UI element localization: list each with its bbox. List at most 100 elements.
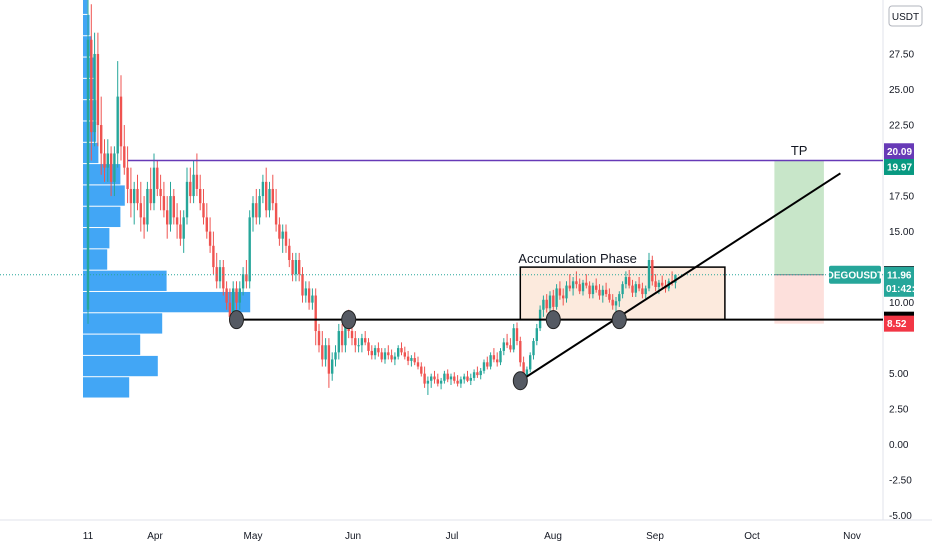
candle[interactable] — [142, 196, 146, 239]
candle[interactable] — [113, 146, 116, 197]
candle[interactable] — [291, 252, 294, 282]
candle[interactable] — [647, 252, 651, 292]
candle[interactable] — [205, 203, 208, 239]
stop-loss-zone[interactable] — [774, 274, 824, 324]
candle[interactable] — [116, 61, 119, 168]
candle[interactable] — [311, 288, 314, 310]
candle[interactable] — [469, 373, 472, 386]
candle[interactable] — [542, 295, 545, 317]
candle[interactable] — [562, 288, 565, 306]
candles[interactable] — [86, 0, 677, 395]
candle[interactable] — [317, 323, 321, 353]
candle[interactable] — [109, 146, 113, 197]
candle[interactable] — [185, 167, 189, 225]
candle[interactable] — [604, 282, 608, 297]
candle[interactable] — [581, 279, 585, 296]
candle[interactable] — [426, 376, 430, 395]
candle[interactable] — [208, 217, 212, 253]
candle[interactable] — [641, 282, 644, 299]
candle[interactable] — [241, 267, 245, 296]
candle[interactable] — [420, 362, 423, 377]
candle[interactable] — [271, 174, 274, 211]
candle[interactable] — [575, 271, 578, 289]
candle[interactable] — [136, 174, 139, 211]
candle[interactable] — [552, 289, 555, 312]
candle[interactable] — [380, 348, 383, 363]
candle[interactable] — [489, 352, 492, 370]
candle[interactable] — [509, 338, 512, 353]
candle[interactable] — [284, 224, 288, 253]
candle[interactable] — [565, 281, 568, 303]
candle[interactable] — [459, 376, 463, 388]
candle[interactable] — [519, 336, 522, 367]
candle[interactable] — [631, 279, 634, 297]
candle[interactable] — [281, 224, 284, 253]
candle[interactable] — [611, 294, 614, 310]
candle[interactable] — [439, 377, 443, 390]
candle[interactable] — [294, 252, 298, 282]
candle[interactable] — [169, 181, 172, 232]
candle[interactable] — [618, 291, 621, 307]
candle[interactable] — [397, 345, 400, 360]
candle[interactable] — [502, 338, 505, 356]
candle[interactable] — [357, 338, 360, 353]
candle[interactable] — [482, 359, 486, 374]
candle[interactable] — [86, 0, 90, 324]
candle[interactable] — [149, 167, 152, 211]
candle[interactable] — [373, 345, 377, 360]
candle[interactable] — [307, 281, 311, 310]
candle[interactable] — [139, 181, 142, 232]
candle[interactable] — [274, 188, 278, 232]
candle[interactable] — [532, 338, 535, 360]
candle[interactable] — [182, 210, 185, 253]
candle[interactable] — [327, 338, 331, 388]
candle[interactable] — [255, 188, 258, 225]
candle[interactable] — [423, 366, 426, 388]
candle[interactable] — [90, 4, 93, 161]
candle[interactable] — [413, 352, 416, 366]
candle[interactable] — [225, 281, 228, 310]
candle[interactable] — [578, 278, 581, 295]
candle[interactable] — [337, 323, 340, 360]
candle[interactable] — [324, 338, 327, 367]
candle[interactable] — [377, 342, 380, 357]
candle[interactable] — [304, 281, 307, 303]
candle[interactable] — [166, 196, 169, 239]
candle[interactable] — [100, 96, 103, 175]
candle[interactable] — [585, 274, 588, 289]
candle[interactable] — [331, 352, 334, 381]
candle[interactable] — [278, 217, 281, 246]
candle[interactable] — [591, 282, 595, 299]
candle[interactable] — [268, 181, 271, 218]
candle[interactable] — [406, 350, 410, 366]
candle[interactable] — [96, 32, 100, 147]
candle[interactable] — [119, 75, 123, 161]
candle[interactable] — [416, 356, 420, 370]
candle[interactable] — [446, 369, 449, 383]
candle[interactable] — [433, 370, 436, 384]
candle[interactable] — [126, 146, 129, 204]
candle[interactable] — [400, 342, 403, 356]
candle[interactable] — [222, 260, 225, 296]
take-profit-zone[interactable] — [774, 160, 824, 275]
candle[interactable] — [492, 348, 496, 363]
candle[interactable] — [453, 372, 456, 384]
candle[interactable] — [512, 323, 515, 353]
candle[interactable] — [548, 291, 552, 313]
candle[interactable] — [436, 373, 439, 387]
candle[interactable] — [123, 125, 126, 175]
candle[interactable] — [661, 275, 664, 290]
candle[interactable] — [162, 181, 166, 218]
candle[interactable] — [245, 260, 248, 289]
candle[interactable] — [192, 160, 195, 204]
candle[interactable] — [288, 238, 291, 268]
candle[interactable] — [624, 271, 628, 289]
currency-badge[interactable]: USDT — [888, 5, 923, 27]
candle[interactable] — [387, 345, 390, 360]
candle[interactable] — [189, 167, 192, 204]
candle[interactable] — [146, 181, 149, 232]
candle[interactable] — [644, 285, 647, 299]
candle[interactable] — [251, 196, 255, 232]
candle[interactable] — [179, 210, 182, 246]
